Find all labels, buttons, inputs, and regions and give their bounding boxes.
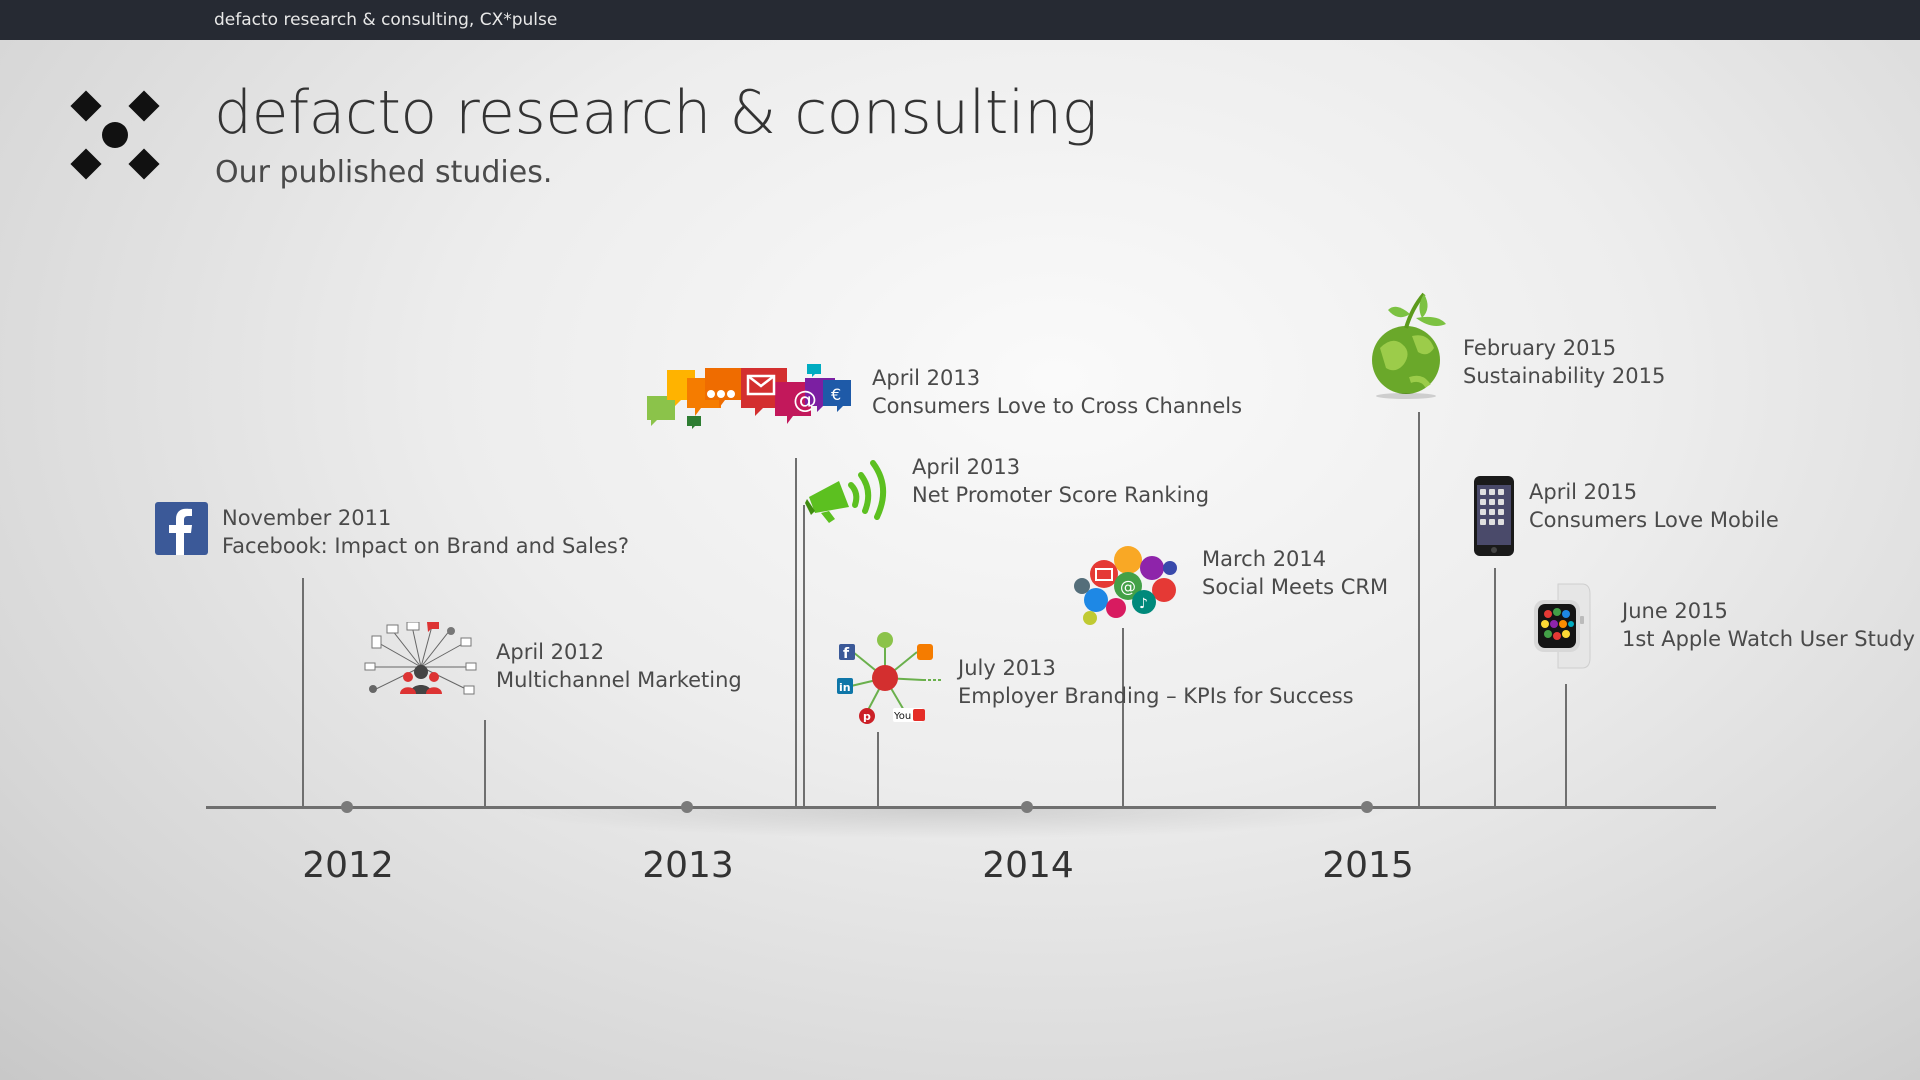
event-date: March 2014 <box>1202 547 1327 571</box>
event-social-crm: March 2014 Social Meets CRM <box>1202 545 1388 601</box>
event-nps: April 2013 Net Promoter Score Ranking <box>912 453 1209 509</box>
connector-line <box>302 578 304 807</box>
facebook-icon <box>155 502 208 555</box>
svg-text:€: € <box>831 385 841 404</box>
year-marker-2012 <box>341 801 353 813</box>
event-date: July 2013 <box>958 656 1056 680</box>
year-marker-2014 <box>1021 801 1033 813</box>
event-title: Consumers Love Mobile <box>1529 508 1779 532</box>
svg-text:You: You <box>893 711 911 722</box>
top-bar-text: defacto research & consulting, CX*pulse <box>214 10 558 30</box>
top-bar: defacto research & consulting, CX*pulse <box>0 0 1920 40</box>
connector-line <box>1418 412 1420 807</box>
company-logo <box>70 90 160 180</box>
event-title: Employer Branding – KPIs for Success <box>958 684 1354 708</box>
speech-bubbles-icon: @ € <box>647 364 851 429</box>
event-facebook: November 2011 Facebook: Impact on Brand … <box>222 504 629 560</box>
event-date: April 2015 <box>1529 480 1638 504</box>
event-title: Consumers Love to Cross Channels <box>872 394 1243 418</box>
event-title: Sustainability 2015 <box>1463 364 1666 388</box>
connector-line <box>1122 628 1124 807</box>
event-title: Multichannel Marketing <box>496 668 742 692</box>
multichannel-network-icon <box>364 622 477 695</box>
megaphone-icon <box>805 460 886 523</box>
event-title: Facebook: Impact on Brand and Sales? <box>222 534 630 558</box>
event-title: 1st Apple Watch User Study <box>1622 627 1915 651</box>
event-cross-channels: April 2013 Consumers Love to Cross Chann… <box>872 364 1242 420</box>
event-title: Net Promoter Score Ranking <box>912 483 1210 507</box>
svg-text:f: f <box>843 646 850 662</box>
smartphone-icon <box>1474 476 1514 556</box>
timeline-axis <box>206 806 1716 809</box>
event-date: April 2013 <box>872 366 981 390</box>
event-date: November 2011 <box>222 506 392 530</box>
year-marker-2015 <box>1361 801 1373 813</box>
connector-line <box>795 458 797 807</box>
svg-text:p: p <box>863 710 871 723</box>
connector-line <box>877 732 879 807</box>
event-multichannel: April 2012 Multichannel Marketing <box>496 638 742 694</box>
year-label-2014: 2014 <box>982 845 1074 886</box>
connector-line <box>803 505 805 807</box>
connector-line <box>484 720 486 807</box>
connector-line <box>1565 684 1567 807</box>
page-subtitle: Our published studies. <box>215 155 553 190</box>
year-label-2012: 2012 <box>302 845 394 886</box>
social-media-cloud-icon: @ ♪ <box>1074 546 1177 625</box>
svg-text:@: @ <box>793 386 817 414</box>
social-network-icon: f in p You <box>837 632 943 724</box>
event-sustainability: February 2015 Sustainability 2015 <box>1463 334 1665 390</box>
event-employer-branding: July 2013 Employer Branding – KPIs for S… <box>958 654 1354 710</box>
svg-text:in: in <box>839 681 851 694</box>
smartwatch-icon <box>1534 583 1591 669</box>
page-title: defacto research & consulting <box>214 78 1098 148</box>
event-mobile: April 2015 Consumers Love Mobile <box>1529 478 1779 534</box>
connector-line <box>1494 568 1496 807</box>
green-globe-icon <box>1372 292 1446 399</box>
event-date: June 2015 <box>1622 599 1728 623</box>
event-date: February 2015 <box>1463 336 1617 360</box>
year-label-2013: 2013 <box>642 845 734 886</box>
event-title: Social Meets CRM <box>1202 575 1389 599</box>
year-marker-2013 <box>681 801 693 813</box>
svg-text:♪: ♪ <box>1139 596 1148 612</box>
year-label-2015: 2015 <box>1322 845 1414 886</box>
event-apple-watch: June 2015 1st Apple Watch User Study <box>1622 597 1915 653</box>
svg-text:@: @ <box>1120 577 1136 596</box>
event-date: April 2012 <box>496 640 605 664</box>
event-date: April 2013 <box>912 455 1021 479</box>
axis-shadow <box>500 809 1400 839</box>
